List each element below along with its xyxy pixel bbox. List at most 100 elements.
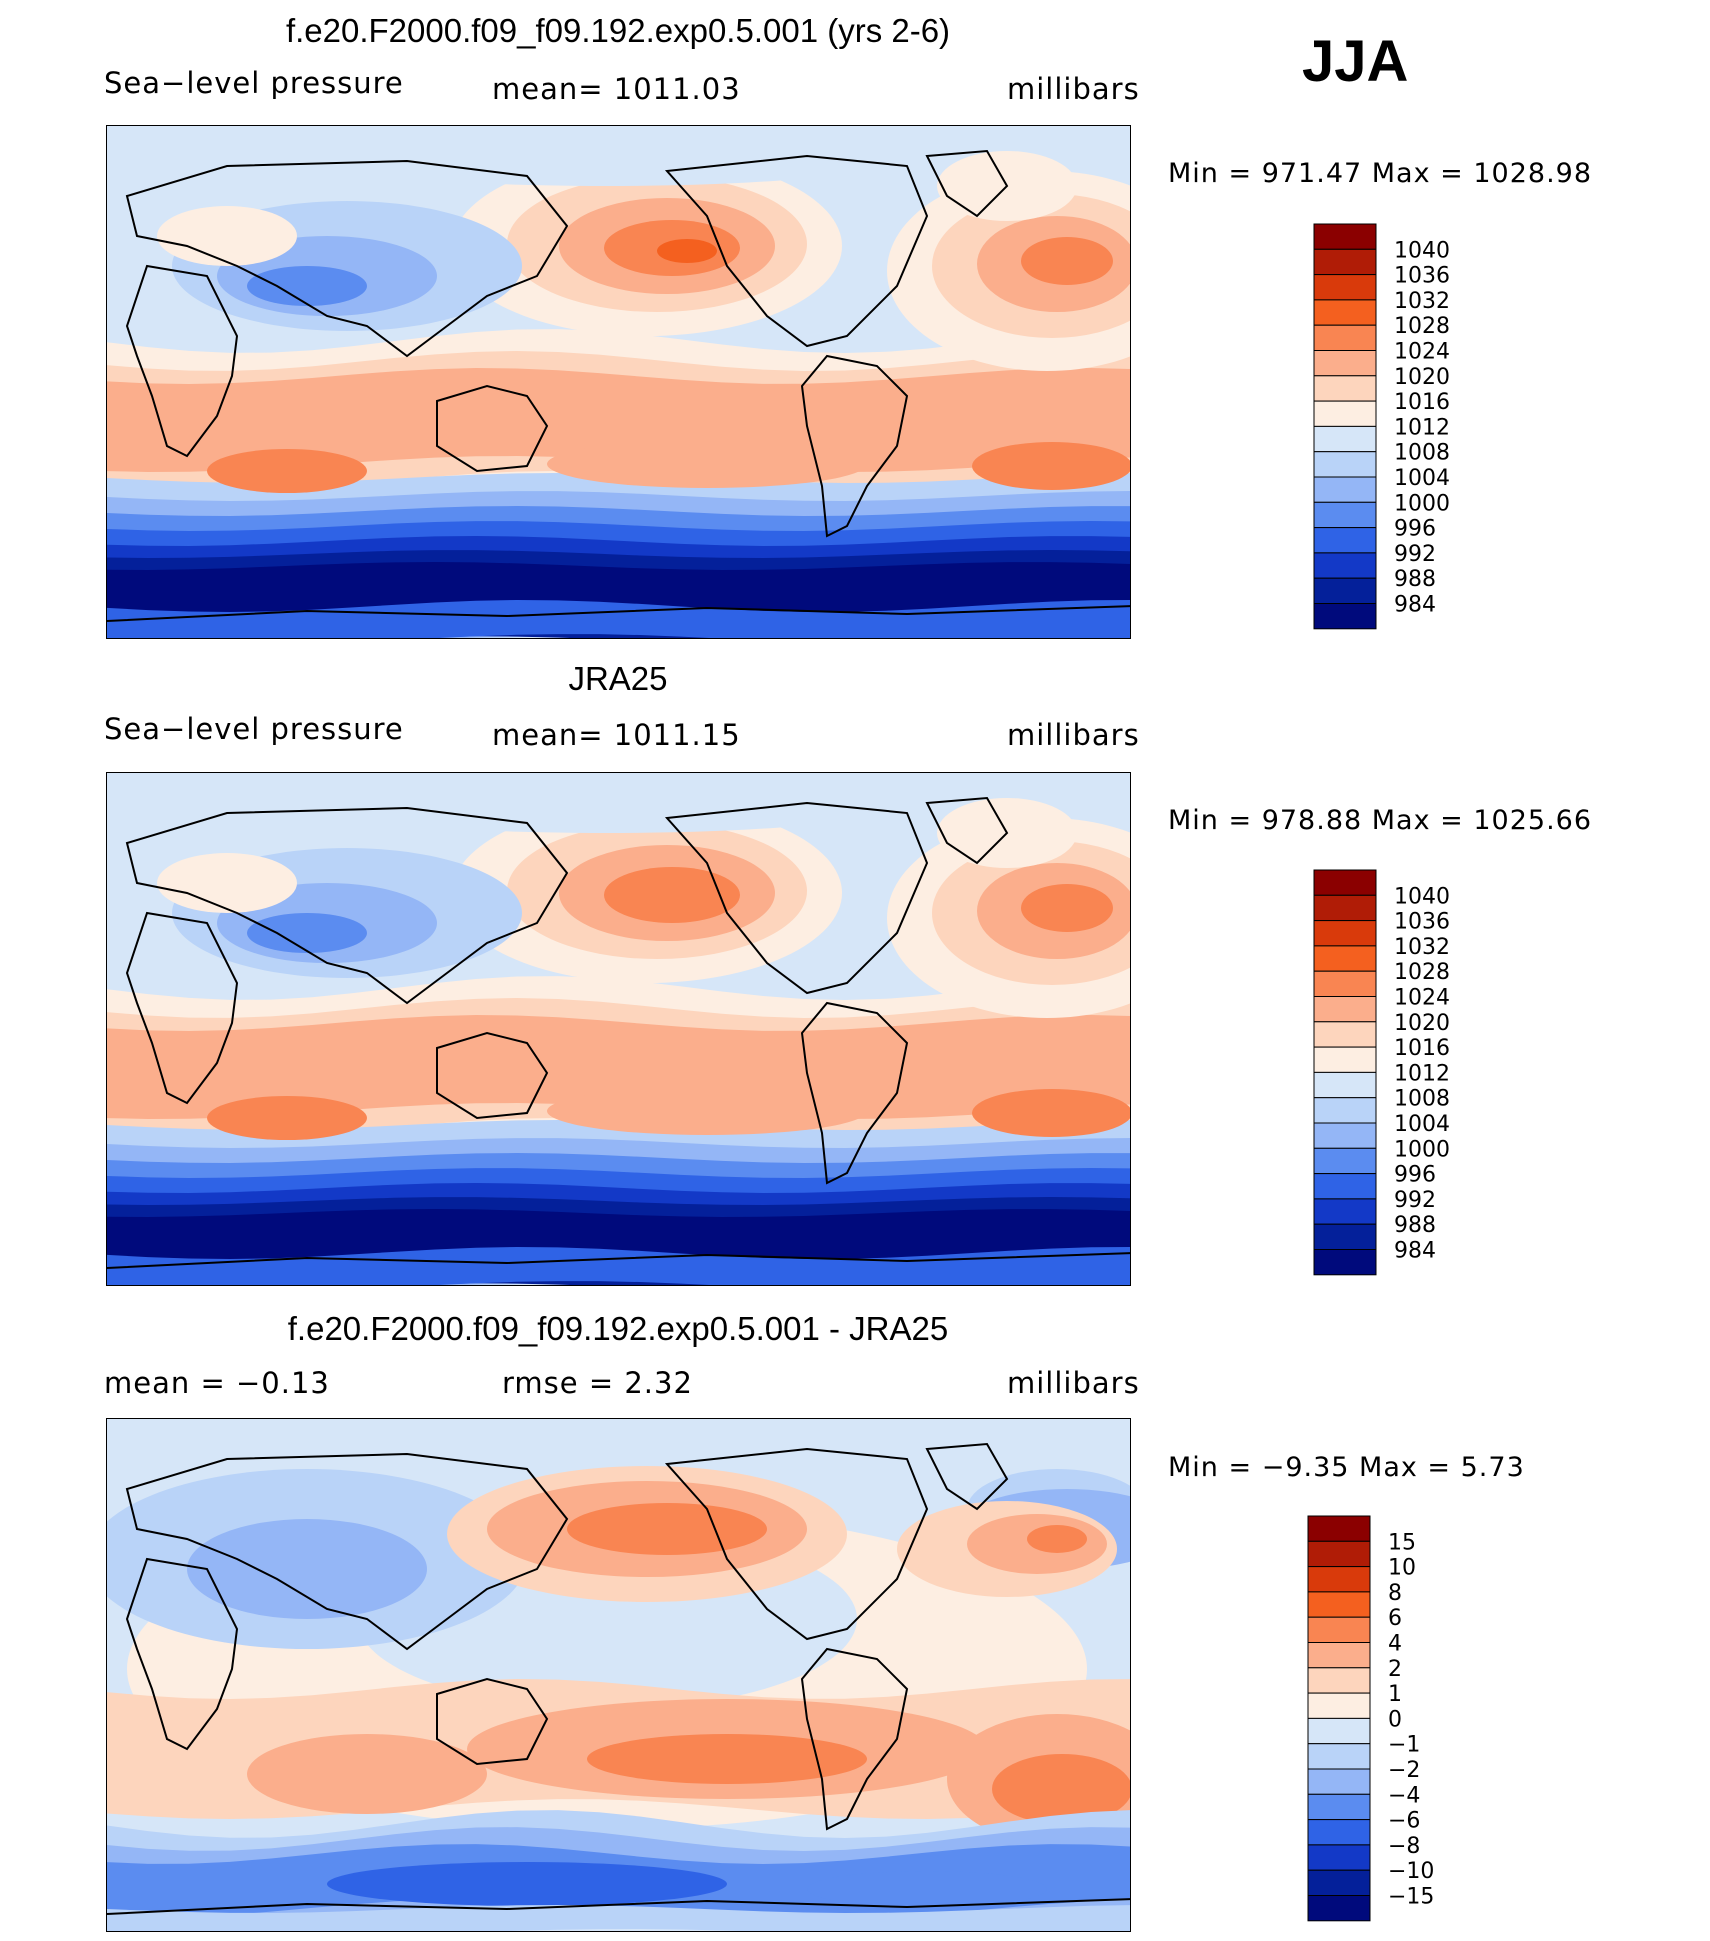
colorbar-swatch: [1313, 324, 1377, 351]
contour-cell: [1021, 237, 1113, 285]
coastline: [436, 1031, 549, 1120]
coastline: [664, 1447, 929, 1641]
colorbar-swatch: [1307, 1768, 1371, 1795]
colorbar-tick-label: 15: [1388, 1530, 1416, 1555]
colorbar-swatch: [1313, 1021, 1377, 1048]
colorbar-swatch: [1313, 248, 1377, 276]
colorbar-swatch: [1313, 894, 1377, 922]
colorbar-swatch: [1313, 970, 1377, 997]
panel-2-colorbar: 1040 1036 1032 1028 1024 1020 1016 1012 1008 1004…: [1313, 869, 1514, 1280]
contour-cell: [307, 126, 907, 186]
panel-1-center-label: mean= 1011.03: [492, 72, 741, 106]
coastline: [436, 1677, 549, 1766]
contour-cell: [327, 1862, 727, 1906]
contour-cell: [657, 239, 717, 263]
colorbar-tick-label: 1008: [1394, 441, 1450, 466]
colorbar-swatch: [1307, 1717, 1371, 1745]
panel-3-center-label: rmse = 2.32: [502, 1366, 693, 1400]
colorbar-swatch: [1313, 1122, 1377, 1149]
coastline: [125, 159, 569, 358]
colorbar-tick-label: 2: [1388, 1657, 1402, 1682]
colorbar-swatch: [1307, 1540, 1371, 1568]
colorbar-tick-label: 8: [1388, 1581, 1402, 1606]
panel-3-minmax: Min = −9.35 Max = 5.73: [1168, 1452, 1525, 1483]
colorbar-tick-label: 996: [1394, 517, 1436, 542]
colorbar-tick-label: 1032: [1394, 935, 1450, 960]
colorbar-tick-label: 1008: [1394, 1087, 1450, 1112]
coastline: [800, 1001, 909, 1185]
contour-cell: [972, 442, 1130, 490]
panel-3-map: [106, 1418, 1131, 1932]
contour-cell: [187, 1519, 427, 1619]
panel-2-contour-map: [107, 773, 1130, 1285]
colorbar-swatch: [1307, 1844, 1371, 1871]
colorbar-swatch: [1313, 603, 1377, 630]
colorbar-tick-label: 1016: [1394, 1036, 1450, 1061]
contour-cell: [1021, 884, 1113, 932]
colorbar-swatch: [1307, 1616, 1371, 1643]
colorbar-tick-label: 1028: [1394, 314, 1450, 339]
colorbar-swatch: [1313, 577, 1377, 605]
colorbar-tick-label: −6: [1388, 1809, 1420, 1834]
panel-2-left-label: Sea−level pressure: [104, 712, 404, 746]
coastline: [107, 1898, 1130, 1915]
coastline: [125, 1557, 239, 1751]
colorbar-swatch: [1313, 375, 1377, 402]
colorbar-swatch: [1313, 1173, 1377, 1200]
contour-cell: [207, 449, 367, 493]
colorbar-swatch: [1313, 476, 1377, 503]
colorbar-tick-label: 1: [1388, 1682, 1402, 1707]
contour-band: [107, 1247, 1130, 1285]
panel-2-map: [106, 772, 1131, 1286]
colorbar-tick-label: 996: [1394, 1163, 1436, 1188]
colorbar-swatch: [1313, 451, 1377, 478]
panel-3-left-label: mean = −0.13: [104, 1366, 330, 1400]
contour-cell: [547, 1087, 867, 1135]
coastline: [125, 911, 239, 1105]
panel-1-title: f.e20.F2000.f09_f09.192.exp0.5.001 (yrs …: [285, 12, 951, 49]
coastline: [664, 801, 929, 995]
colorbar-swatch: [1313, 527, 1377, 554]
contour-band: [107, 1905, 1130, 1931]
panel-1-left-label: Sea−level pressure: [104, 66, 404, 100]
panel-2-minmax: Min = 978.88 Max = 1025.66: [1168, 805, 1593, 836]
colorbar-tick-label: 1004: [1394, 466, 1450, 491]
colorbar-swatch: [1313, 223, 1377, 250]
contour-band: [107, 1015, 1130, 1119]
colorbar-swatch: [1313, 400, 1377, 427]
coastline: [800, 354, 909, 538]
colorbar-tick-label: 6: [1388, 1606, 1402, 1631]
colorbar-swatch: [1313, 552, 1377, 579]
colorbar-tick-label: 1000: [1394, 491, 1450, 516]
coastline: [125, 1452, 569, 1651]
colorbar-swatch: [1307, 1869, 1371, 1897]
panel-3-units: millibars: [1007, 1366, 1140, 1400]
colorbar-swatch: [1313, 425, 1377, 453]
colorbar-swatch: [1313, 945, 1377, 972]
colorbar-swatch: [1307, 1895, 1371, 1922]
colorbar-swatch: [1313, 1071, 1377, 1099]
colorbar-swatch: [1307, 1667, 1371, 1694]
coastline: [436, 384, 549, 473]
coastline: [664, 154, 929, 348]
contour-cell: [207, 1096, 367, 1140]
colorbar-swatch: [1307, 1692, 1371, 1719]
colorbar-tick-label: 1040: [1394, 884, 1450, 909]
panel-2-title: JRA25: [568, 660, 668, 697]
panel-1-minmax: Min = 971.47 Max = 1028.98: [1168, 158, 1593, 189]
colorbar-tick-label: 1020: [1394, 365, 1450, 390]
coastline: [125, 264, 239, 458]
colorbar-tick-label: 992: [1394, 542, 1436, 567]
contour-cell: [1027, 1525, 1087, 1553]
contour-cell: [587, 1734, 867, 1784]
colorbar-swatch: [1313, 869, 1377, 896]
coastline: [925, 796, 1009, 865]
contour-cell: [247, 266, 367, 306]
colorbar-tick-label: 1036: [1394, 910, 1450, 935]
panel-3-colorbar: 15 10 8 6 4 2 1 0 −1 −2 −4 −6 −8 −10 −15: [1307, 1515, 1508, 1926]
colorbar-tick-label: 984: [1394, 1239, 1436, 1264]
colorbar-tick-label: 1040: [1394, 238, 1450, 263]
colorbar-tick-label: 1012: [1394, 1061, 1450, 1086]
colorbar-tick-label: 1024: [1394, 340, 1450, 365]
